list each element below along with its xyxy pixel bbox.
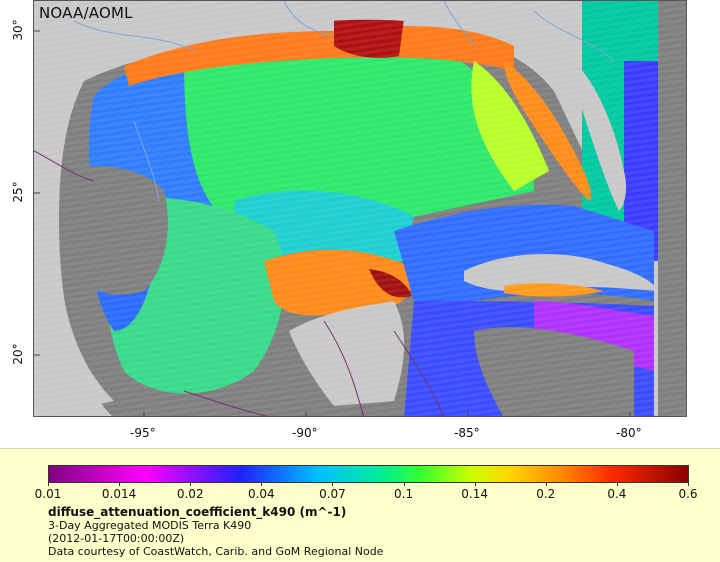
colorbar-tick: [545, 482, 547, 486]
colorbar-tick-label: 0.014: [101, 487, 137, 501]
lat-label-30: 30°: [11, 19, 25, 41]
legend-product: 3-Day Aggregated MODIS Terra K490: [48, 519, 252, 532]
colorbar-tick-label: 0.4: [607, 487, 627, 501]
lat-label-25: 25°: [11, 181, 25, 203]
colorbar-tick: [474, 482, 476, 486]
colorbar-tick-label: 0.02: [176, 487, 204, 501]
lat-label-20: 20°: [11, 343, 25, 365]
rivers: [73, 1, 615, 202]
lon-label-85: -85°: [454, 426, 480, 440]
graticule-ticks: [34, 30, 631, 416]
political-borders: [34, 150, 444, 416]
lon-label-95: -95°: [130, 426, 156, 440]
legend-panel: 0.01 0.014 0.02 0.04 0.07 0.1 0.14 0.2 0.4 0.6 di…: [0, 448, 720, 562]
legend-credit: Data courtesy of CoastWatch, Carib. and …: [48, 545, 384, 558]
colorbar-tick: [403, 482, 405, 486]
colorbar-tick: [48, 482, 49, 486]
colorbar-tick: [190, 482, 192, 486]
map-image: [34, 1, 686, 416]
colorbar-tick: [119, 482, 121, 486]
lon-label-90: -90°: [292, 426, 318, 440]
colorbar-tick: [616, 482, 618, 486]
colorbar-tick-label: 0.04: [247, 487, 275, 501]
colorbar-tick: [332, 482, 334, 486]
colorbar-tick-label: 0.01: [34, 487, 62, 501]
scan-stripes: [34, 1, 686, 416]
colorbar-tick-label: 0.07: [319, 487, 346, 501]
colorbar-tick-label: 0.6: [678, 487, 698, 501]
colorbar-tick-label: 0.1: [394, 487, 414, 501]
lon-label-80: -80°: [616, 426, 642, 440]
watermark: NOAA/AOML: [39, 4, 133, 22]
colorbar-tick: [688, 482, 689, 486]
map-frame[interactable]: NOAA/AOML: [33, 0, 687, 417]
colorbar-tick: [261, 482, 263, 486]
colorbar-tick-label: 0.14: [461, 487, 489, 501]
legend-timestamp: (2012-01-17T00:00:00Z): [48, 532, 185, 545]
legend-variable: diffuse_attenuation_coefficient_k490 (m^…: [48, 505, 347, 519]
colorbar: [48, 465, 689, 483]
colorbar-tick-label: 0.2: [536, 487, 556, 501]
